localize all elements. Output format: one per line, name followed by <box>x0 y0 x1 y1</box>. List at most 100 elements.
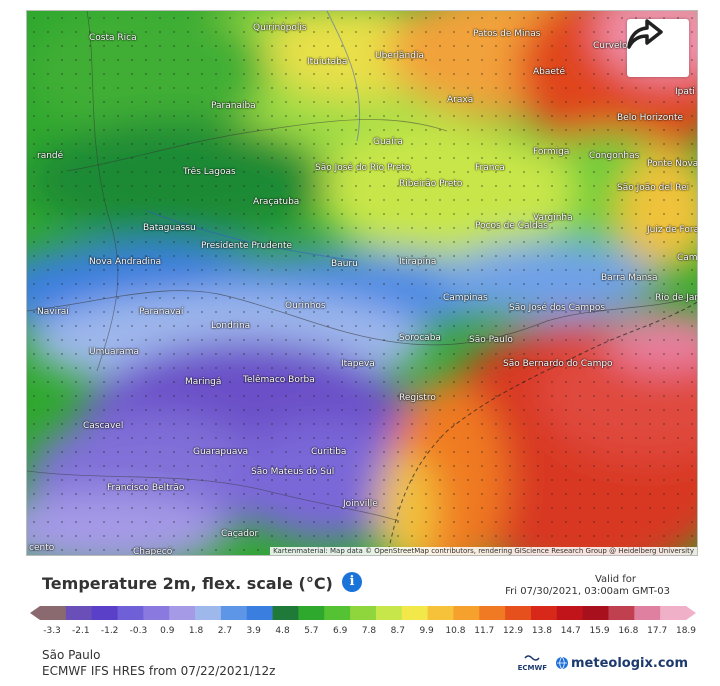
scale-swatch <box>65 606 93 620</box>
city-label: Itapeva <box>341 359 375 369</box>
scale-swatch <box>582 606 609 620</box>
scale-swatch <box>117 606 144 620</box>
globe-icon <box>556 656 569 670</box>
city-label: Londrina <box>211 321 251 331</box>
city-label: Paranavaí <box>139 307 184 317</box>
city-label: Barra Mansa <box>601 273 658 283</box>
temperature-field <box>27 11 697 555</box>
scale-tick-label: 17.7 <box>647 626 668 636</box>
city-label: Caçador <box>221 529 259 539</box>
ecmwf-label: ECMWF <box>517 664 548 672</box>
scale-tick-label: 11.7 <box>474 626 495 636</box>
city-label: São João del Rei <box>617 183 690 193</box>
logos: ECMWF meteologix.com <box>518 654 688 672</box>
scale-tick-label: 1.8 <box>188 626 204 636</box>
forecast-map[interactable]: Costa Rica Quirinópolis Ituiutaba Uberlândi… <box>26 10 698 556</box>
city-label: Naviraí <box>37 307 69 317</box>
city-label: Quirinópolis <box>253 23 307 33</box>
share-arrow-icon <box>627 19 663 49</box>
city-label: Campos <box>677 253 698 263</box>
scale-tick-label: 9.9 <box>419 626 434 636</box>
share-button[interactable] <box>627 19 689 77</box>
city-label: Abaeté <box>533 67 565 77</box>
scale-swatch <box>453 606 480 620</box>
scale-swatch <box>195 606 222 620</box>
city-label: Curitiba <box>311 447 347 457</box>
scale-tick-label: 8.7 <box>390 626 405 636</box>
city-label: Araçatuba <box>253 197 300 207</box>
scale-max-arrow <box>686 606 696 620</box>
city-label: Campinas <box>443 293 488 303</box>
scale-tick-label: 5.7 <box>304 626 319 636</box>
city-label: Registro <box>399 393 436 403</box>
valid-time: Valid for Fri 07/30/2021, 03:00am GMT-03 <box>505 574 670 598</box>
city-label: Costa Rica <box>89 33 137 43</box>
city-label: Maringá <box>185 377 222 387</box>
scale-min-arrow <box>30 606 40 620</box>
city-label: Paranaíba <box>211 101 256 111</box>
city-label: cento <box>29 543 55 553</box>
scale-swatch <box>608 606 635 620</box>
city-label: Belo Horizonte <box>617 113 684 123</box>
scale-swatch <box>298 606 325 620</box>
city-label: Três Lagoas <box>183 167 236 177</box>
scale-swatch <box>375 606 403 620</box>
city-label: Bauru <box>331 259 358 269</box>
city-label: Ituiutaba <box>307 57 348 67</box>
scale-swatch <box>169 606 196 620</box>
city-label: Ourinhos <box>285 301 326 311</box>
city-label: Poços de Caldas <box>475 221 548 231</box>
city-label: Uberlândia <box>375 51 424 61</box>
scale-tick-label: -2.1 <box>72 626 90 636</box>
legend-title: Temperature 2m, flex. scale (°C) <box>42 574 333 593</box>
city-label: Bataguassu <box>143 223 196 233</box>
scale-tick-label: 10.8 <box>445 626 466 636</box>
info-icon[interactable]: i <box>342 572 362 592</box>
scale-tick-label: 6.9 <box>333 626 348 636</box>
meteologix-logo[interactable]: meteologix.com <box>555 656 688 671</box>
city-label: Francisco Beltrão <box>107 483 185 493</box>
scale-tick-label: 14.7 <box>560 626 581 636</box>
valid-label: Valid for <box>594 574 636 585</box>
city-label: Rio de Janeiro <box>655 293 697 303</box>
city-label: São Mateus do Sul <box>251 467 335 477</box>
city-label: Araxá <box>447 95 474 105</box>
city-label: Chapecó <box>133 547 173 556</box>
city-label: Ipati <box>675 87 695 97</box>
scale-swatch <box>350 606 377 620</box>
legend-panel: Temperature 2m, flex. scale (°C) i Valid… <box>26 558 698 684</box>
scale-tick-label: 12.9 <box>503 626 524 636</box>
scale-swatch <box>479 606 506 620</box>
scale-swatch <box>505 606 532 620</box>
city-label: Juiz de Fora <box>647 225 698 235</box>
map-attribution[interactable]: Kartenmaterial: Map data © OpenStreetMap… <box>270 547 697 555</box>
color-scale-bar <box>30 606 696 620</box>
city-label: Presidente Prudente <box>201 241 293 251</box>
city-label: randé <box>37 151 64 161</box>
city-label: Franca <box>475 163 505 173</box>
city-label: São Bernardo do Campo <box>503 359 613 369</box>
scale-swatch <box>246 606 274 620</box>
city-label: Formiga <box>533 147 570 157</box>
scale-tick-label: 13.8 <box>531 626 552 636</box>
region-name: São Paulo <box>42 648 101 662</box>
city-label: Curvelo <box>593 41 628 51</box>
valid-datetime: Fri 07/30/2021, 03:00am GMT-03 <box>505 586 670 597</box>
city-label: Ponte Nova <box>647 159 698 169</box>
ecmwf-logo: ECMWF <box>518 654 547 672</box>
scale-swatch <box>272 606 299 620</box>
scale-swatch <box>324 606 351 620</box>
scale-swatch <box>530 606 558 620</box>
scale-tick-label: -3.3 <box>43 626 61 636</box>
city-label: Sorocaba <box>399 333 441 343</box>
city-label: Congonhas <box>589 151 640 161</box>
city-label: Itirapina <box>399 257 437 267</box>
scale-tick-label: 15.9 <box>589 626 610 636</box>
scale-tick-label: 2.7 <box>217 626 233 636</box>
meteologix-label: meteologix.com <box>571 655 688 671</box>
scale-swatch <box>427 606 454 620</box>
city-label: Varginha <box>533 213 573 223</box>
scale-tick-label: 4.8 <box>275 626 290 636</box>
scale-swatch <box>556 606 584 620</box>
scale-swatch <box>220 606 248 620</box>
